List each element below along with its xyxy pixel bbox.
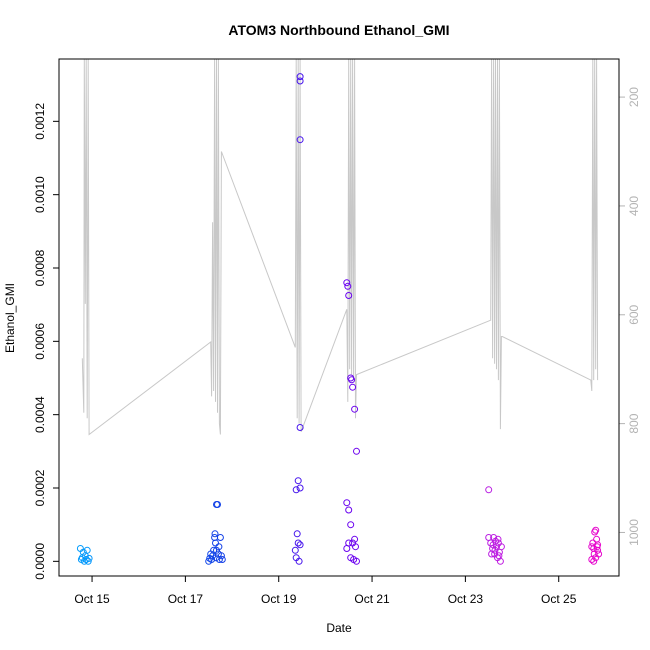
data-point [212,554,220,562]
data-point [77,556,85,563]
data-point [215,556,223,563]
data-point [353,557,360,565]
data-point [349,383,357,391]
data-point [296,77,304,85]
y-tick-label: 0.0010 [33,176,47,213]
data-point [294,539,302,547]
data-point [296,136,304,144]
data-point [497,543,505,551]
data-point [214,501,221,508]
data-point [83,546,91,554]
data-point [208,556,216,563]
x-tick-label: Oct 25 [541,592,577,606]
chart-title: ATOM3 Northbound Ethanol_GMI [228,22,449,38]
data-point [294,477,302,485]
data-point [351,535,359,543]
axes-layer: 0.0000 0.0002 0.0004 0.0006 0.0008 0.0010 0.00… [33,87,641,606]
y2-tick-label: 1000 [627,519,641,546]
x-tick-label: Oct 21 [354,592,390,606]
data-point [351,405,359,413]
data-point [593,543,601,551]
data-point [292,486,300,494]
data-point [590,550,598,558]
y-tick-label: 0.0000 [33,543,47,580]
data-point [216,534,224,541]
data-point [345,292,353,299]
data-point [85,554,93,562]
data-point [213,546,220,554]
data-point [592,526,600,534]
data-point [353,447,360,455]
data-point [296,424,304,431]
data-point [210,546,218,554]
data-point [489,541,497,549]
y2-tick-label: 200 [627,87,641,107]
data-point [291,546,299,554]
y2-tick-label: 600 [627,304,641,324]
y-tick-label: 0.0002 [33,469,47,506]
data-point [348,376,356,384]
y2-tick-label: 800 [627,413,641,433]
data-point [344,282,352,290]
data-point [345,506,353,514]
y-tick-label: 0.0012 [33,103,47,140]
data-point [296,541,304,549]
data-point [347,521,355,529]
data-point [295,557,303,565]
data-point [493,543,500,551]
data-point [590,557,598,565]
data-point [485,486,493,494]
data-point [494,535,502,543]
data-point [296,73,304,81]
x-tick-label: Oct 15 [74,592,110,606]
data-point [79,548,87,556]
data-point [345,539,353,547]
y-tick-label: 0.0008 [33,249,47,286]
data-point [343,499,351,507]
data-point [218,556,226,563]
y-tick-label: 0.0006 [33,323,47,360]
data-point [211,530,219,538]
x-tick-label: Oct 19 [261,592,297,606]
data-point [296,484,304,492]
data-point [490,534,498,541]
x-tick-label: Oct 23 [448,592,484,606]
data-point [215,543,223,551]
data-point [293,530,301,538]
y-tick-label: 0.0004 [33,396,47,433]
y2-tick-label: 400 [627,196,641,216]
data-point [352,543,359,551]
altitude-line-layer [81,59,599,436]
x-axis-label: Date [326,621,352,635]
plot-box [58,58,620,577]
altitude-line [81,59,599,436]
x-tick-label: Oct 17 [168,592,204,606]
y-axis-label: Ethanol_GMI [3,283,17,353]
data-points-layer [76,73,603,565]
data-point [592,554,600,562]
data-point [343,279,351,287]
data-point [495,552,503,560]
data-point [84,557,92,565]
